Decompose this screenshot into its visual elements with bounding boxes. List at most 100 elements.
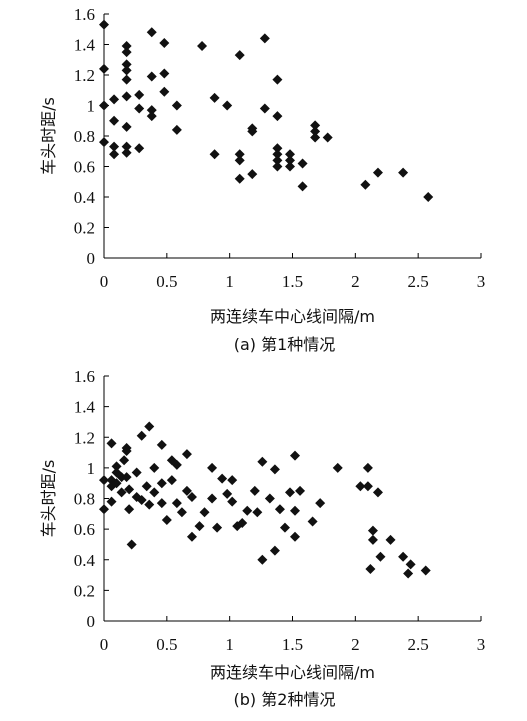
y-tick-label: 1.4 bbox=[74, 398, 96, 417]
data-point bbox=[106, 496, 117, 507]
data-point bbox=[332, 462, 343, 473]
data-point bbox=[272, 161, 283, 172]
data-point bbox=[257, 456, 268, 467]
data-point bbox=[197, 41, 208, 52]
data-point bbox=[322, 132, 333, 143]
y-tick-label: 1.6 bbox=[74, 5, 95, 24]
data-point bbox=[372, 167, 383, 178]
data-point bbox=[146, 71, 157, 82]
data-point bbox=[279, 522, 290, 533]
y-tick-label: 0 bbox=[87, 612, 96, 631]
y-tick-label: 1 bbox=[87, 459, 96, 478]
data-point bbox=[420, 565, 431, 576]
data-point bbox=[99, 475, 109, 486]
data-point bbox=[252, 507, 263, 518]
data-point bbox=[99, 504, 109, 515]
data-point bbox=[99, 19, 109, 30]
data-point bbox=[159, 37, 170, 48]
data-point bbox=[121, 147, 132, 158]
data-point bbox=[247, 126, 258, 137]
x-tick-label: 1 bbox=[225, 635, 234, 654]
y-tick-label: 1.2 bbox=[74, 66, 95, 85]
data-point bbox=[121, 59, 132, 70]
data-point bbox=[297, 181, 308, 192]
data-point bbox=[171, 100, 182, 111]
y-tick-label: 0.4 bbox=[74, 551, 96, 570]
data-point bbox=[375, 551, 386, 562]
data-point bbox=[269, 464, 280, 475]
data-point bbox=[362, 462, 373, 473]
y-tick-label: 0.8 bbox=[74, 490, 95, 509]
y-axis-title: 车头时距/s bbox=[39, 460, 58, 538]
data-point bbox=[360, 179, 371, 190]
data-point bbox=[385, 534, 396, 545]
y-tick-label: 1.6 bbox=[74, 367, 95, 386]
data-point bbox=[121, 121, 132, 132]
data-point bbox=[290, 505, 301, 516]
data-point bbox=[367, 534, 378, 545]
data-point bbox=[141, 481, 152, 492]
y-tick-label: 1 bbox=[87, 97, 96, 116]
data-point bbox=[159, 68, 170, 79]
data-point bbox=[134, 103, 145, 114]
data-point bbox=[121, 47, 132, 58]
y-tick-label: 1.4 bbox=[74, 36, 96, 55]
data-point bbox=[222, 100, 233, 111]
data-point bbox=[272, 111, 283, 122]
data-point bbox=[181, 449, 192, 460]
data-point bbox=[121, 65, 132, 76]
data-point bbox=[310, 126, 321, 137]
data-point bbox=[119, 455, 130, 466]
x-tick-label: 2.5 bbox=[408, 272, 429, 291]
data-point bbox=[310, 120, 321, 131]
data-point bbox=[194, 521, 205, 532]
data-point bbox=[207, 462, 218, 473]
data-point bbox=[212, 522, 223, 533]
data-point bbox=[284, 487, 295, 498]
data-point bbox=[121, 41, 132, 52]
data-point bbox=[315, 498, 326, 509]
data-point bbox=[171, 124, 182, 135]
data-point bbox=[121, 91, 132, 102]
y-tick-label: 0 bbox=[87, 249, 96, 268]
data-point bbox=[126, 539, 137, 550]
data-point bbox=[109, 149, 120, 160]
x-tick-label: 1.5 bbox=[282, 272, 303, 291]
data-point bbox=[144, 499, 155, 510]
data-point bbox=[310, 132, 321, 143]
data-point bbox=[186, 491, 197, 502]
data-point bbox=[272, 155, 283, 166]
data-point bbox=[171, 459, 182, 470]
data-point bbox=[234, 173, 245, 184]
data-point bbox=[269, 545, 280, 556]
data-point bbox=[136, 495, 147, 506]
data-point bbox=[159, 86, 170, 97]
x-tick-label: 2 bbox=[351, 272, 360, 291]
data-point bbox=[272, 149, 283, 160]
data-point bbox=[156, 439, 167, 450]
data-point bbox=[109, 94, 120, 105]
data-point bbox=[111, 478, 122, 489]
data-point bbox=[176, 507, 187, 518]
data-point bbox=[106, 438, 117, 449]
x-tick-label: 3 bbox=[477, 635, 486, 654]
data-point bbox=[227, 496, 238, 507]
data-point bbox=[166, 475, 177, 486]
x-axis-title: 两连续车中心线间隔/m bbox=[210, 307, 375, 326]
data-point bbox=[274, 504, 285, 515]
data-point bbox=[272, 74, 283, 85]
data-point bbox=[124, 504, 135, 515]
y-axis-title: 车头时距/s bbox=[39, 97, 58, 175]
data-point bbox=[362, 481, 373, 492]
data-point bbox=[134, 143, 145, 154]
x-tick-label: 0 bbox=[100, 272, 109, 291]
data-point bbox=[284, 149, 295, 160]
data-point bbox=[367, 525, 378, 536]
chart-caption: (a) 第1种情况 bbox=[234, 335, 336, 354]
chart-caption: (b) 第2种情况 bbox=[234, 690, 336, 709]
data-point bbox=[146, 105, 157, 116]
x-tick-label: 1 bbox=[225, 272, 234, 291]
data-point bbox=[217, 473, 228, 484]
data-point bbox=[121, 446, 132, 457]
